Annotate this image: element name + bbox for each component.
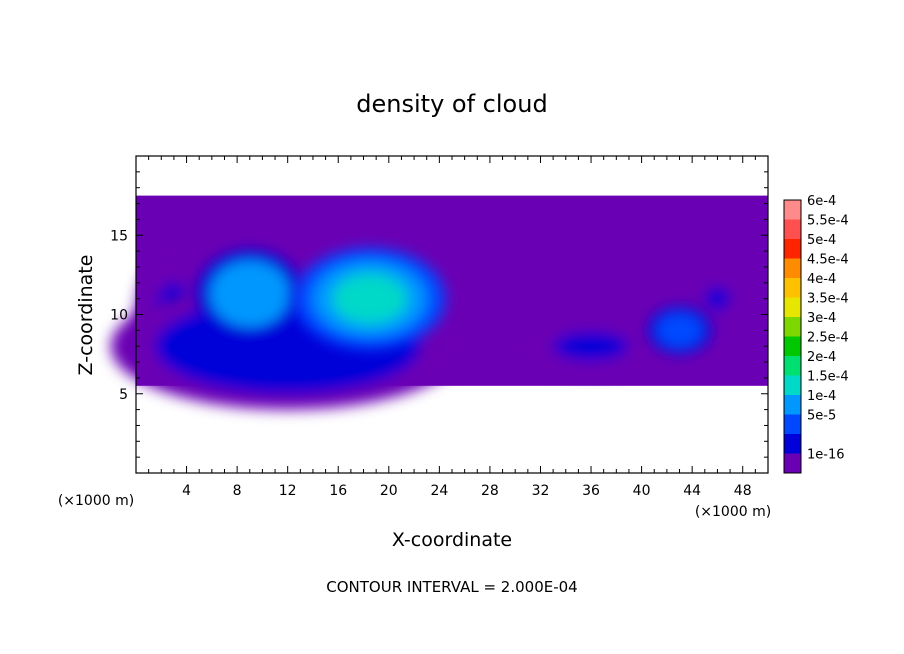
density-field bbox=[110, 195, 768, 410]
colorbar-label: 1e-16 bbox=[807, 448, 845, 463]
colorbar-swatch bbox=[784, 200, 801, 220]
colorbar-swatch bbox=[784, 219, 801, 239]
colorbar-swatch bbox=[784, 317, 801, 337]
colorbar-label: 4e-4 bbox=[807, 272, 836, 287]
x-axis-label: X-coordinate bbox=[392, 529, 512, 551]
x-tick-label: 48 bbox=[734, 483, 752, 499]
colorbar-swatch bbox=[784, 258, 801, 278]
colorbar-label: 1e-4 bbox=[807, 389, 836, 404]
y-tick-label: 15 bbox=[110, 228, 128, 244]
x-axis-unit-label: (×1000 m) bbox=[695, 504, 771, 520]
y-tick-label: 10 bbox=[110, 308, 128, 324]
colorbar-label: 3.5e-4 bbox=[807, 292, 849, 307]
chart-title: density of cloud bbox=[356, 90, 547, 118]
colorbar-swatch bbox=[784, 356, 801, 376]
colorbar-label: 5e-4 bbox=[807, 233, 836, 248]
y-tick-label: 5 bbox=[119, 387, 128, 403]
colorbar-swatch bbox=[784, 395, 801, 415]
x-tick-label: 4 bbox=[182, 483, 191, 499]
density-blob bbox=[692, 274, 743, 323]
colorbar-label: 3e-4 bbox=[807, 311, 836, 326]
density-blob bbox=[196, 249, 303, 339]
colorbar: 6e-4 5.5e-4 5e-4 4.5e-4 4e-4 3.5e-4 3e-4 2.5e-4… bbox=[783, 194, 849, 474]
colorbar-label: 2e-4 bbox=[807, 350, 836, 365]
colorbar-swatch bbox=[784, 297, 801, 317]
x-axis-ticks: 4 8 12 16 20 24 28 32 36 40 44 48 bbox=[148, 156, 756, 499]
colorbar-swatch bbox=[784, 239, 801, 259]
density-blob bbox=[647, 306, 712, 355]
colorbar-swatch bbox=[784, 375, 801, 395]
x-tick-label: 16 bbox=[329, 483, 347, 499]
density-blob bbox=[294, 247, 446, 350]
colorbar-label: 2.5e-4 bbox=[807, 331, 849, 346]
colorbar-label: 5.5e-4 bbox=[807, 214, 849, 229]
x-tick-label: 24 bbox=[430, 483, 448, 499]
x-origin-unit-label: (×1000 m) bbox=[58, 493, 134, 509]
colorbar-swatch bbox=[784, 434, 801, 454]
x-tick-label: 28 bbox=[481, 483, 499, 499]
colorbar-label: 1.5e-4 bbox=[807, 370, 849, 385]
colorbar-label: 4.5e-4 bbox=[807, 253, 849, 268]
density-blob bbox=[515, 317, 667, 375]
x-tick-label: 12 bbox=[279, 483, 297, 499]
colorbar-swatch bbox=[784, 278, 801, 298]
x-tick-label: 40 bbox=[633, 483, 651, 499]
contour-interval-note: CONTOUR INTERVAL = 2.000E-04 bbox=[326, 578, 577, 596]
colorbar-swatch bbox=[784, 453, 801, 473]
colorbar-swatch bbox=[784, 336, 801, 356]
x-tick-label: 20 bbox=[380, 483, 398, 499]
x-tick-label: 44 bbox=[683, 483, 701, 499]
colorbar-swatch bbox=[784, 414, 801, 434]
x-tick-label: 36 bbox=[582, 483, 600, 499]
colorbar-frame bbox=[783, 199, 802, 474]
y-axis-label: Z-coordinate bbox=[75, 255, 97, 376]
x-tick-label: 8 bbox=[233, 483, 242, 499]
x-tick-label: 32 bbox=[532, 483, 550, 499]
y-axis-ticks: 5 10 15 bbox=[110, 171, 768, 458]
colorbar-label: 5e-5 bbox=[807, 409, 836, 424]
colorbar-label: 6e-4 bbox=[807, 194, 836, 209]
